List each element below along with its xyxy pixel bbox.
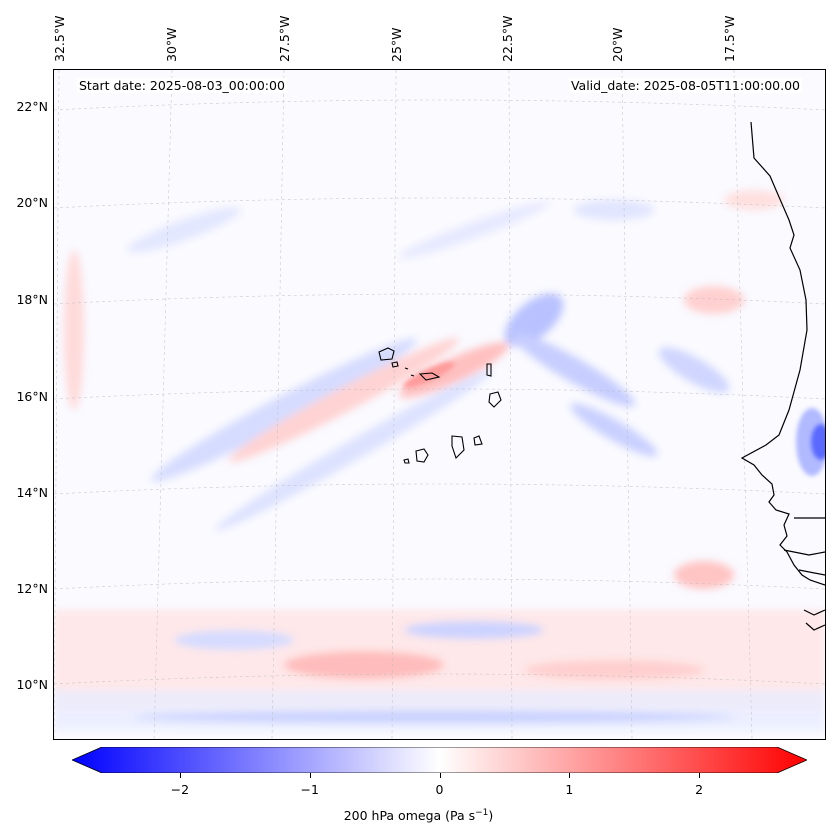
colorbar-tick-mark [699, 773, 701, 778]
colorbar-tick-label: 1 [565, 782, 574, 797]
longitude-label: 22.5°W [500, 15, 515, 62]
latitude-label: 16°N [16, 389, 48, 404]
colorbar-tick-label: −2 [170, 782, 190, 797]
gridlines [54, 70, 825, 739]
colorbar-tick-mark [439, 773, 441, 778]
latitude-label: 18°N [16, 292, 48, 307]
colorbar-label-text: 200 hPa omega (Pa s [343, 808, 476, 824]
latitude-label: 20°N [16, 195, 48, 210]
colorbar-scale [72, 747, 807, 773]
latitude-label: 12°N [16, 581, 48, 596]
latitude-label: 14°N [16, 485, 48, 500]
colorbar-tick-label: 2 [695, 782, 704, 797]
colorbar-label: 200 hPa omega (Pa s−1) [0, 808, 837, 823]
island-outlines [378, 347, 502, 464]
map-panel [53, 69, 826, 740]
longitude-label: 27.5°W [277, 15, 292, 62]
longitude-label: 25°W [389, 27, 404, 62]
colorbar-tick-label: 0 [435, 782, 444, 797]
longitude-label: 30°W [164, 27, 179, 62]
latitude-label: 22°N [16, 99, 48, 114]
start-date-label: Start date: 2025-08-03_00:00:00 [77, 78, 287, 93]
longitude-label: 32.5°W [52, 15, 67, 62]
colorbar-tick-mark [569, 773, 571, 778]
colorbar-tick-label: −1 [300, 782, 319, 797]
longitude-label: 20°W [610, 27, 625, 62]
colorbar-label-suffix: ) [488, 808, 494, 824]
coastline [740, 121, 825, 631]
colorbar [72, 747, 807, 773]
omega-field-map [54, 70, 825, 739]
longitude-label: 17.5°W [722, 15, 737, 62]
valid-date-label: Valid_date: 2025-08-05T11:00:00.00 [568, 78, 802, 93]
omega-field [54, 190, 825, 730]
omega-field-strong [403, 361, 825, 476]
colorbar-label-exponent: −1 [475, 808, 489, 818]
latitude-label: 10°N [16, 677, 48, 692]
colorbar-tick-mark [179, 773, 181, 778]
colorbar-tick-mark [309, 773, 311, 778]
